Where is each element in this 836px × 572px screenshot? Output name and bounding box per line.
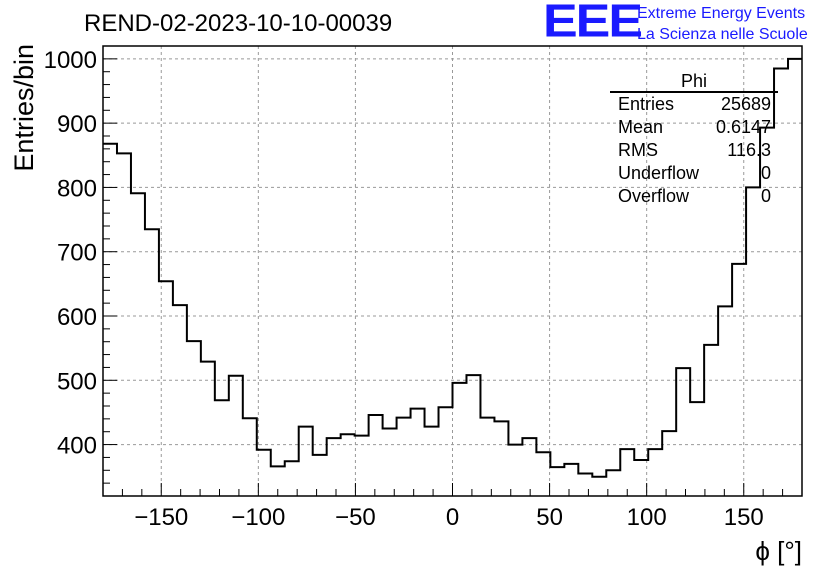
y-tick-label: 400 — [57, 433, 97, 460]
x-tick-label: 150 — [724, 504, 764, 531]
y-tick-label: 800 — [57, 175, 97, 202]
x-tick-label: 50 — [536, 504, 563, 531]
x-tick-label: −100 — [231, 504, 285, 531]
stats-value: 25689 — [720, 94, 771, 114]
y-tick-label: 700 — [57, 240, 97, 267]
stats-value: 0.6147 — [715, 117, 771, 137]
eee-logo-caption: Extreme Energy Events La Scienza nelle S… — [637, 3, 808, 45]
stats-value: 0 — [760, 163, 771, 183]
x-tick-label: −150 — [134, 504, 188, 531]
x-tick-label: 0 — [446, 504, 459, 531]
x-axis-label: ϕ [°] — [755, 536, 802, 566]
x-tick-label: 100 — [627, 504, 667, 531]
eee-logo: EEE — [543, 0, 643, 48]
stats-value: 116.3 — [727, 140, 771, 160]
stats-row-entries: Entries 25689 — [610, 93, 778, 116]
y-tick-label: 1000 — [44, 47, 97, 74]
x-tick-label: −50 — [335, 504, 376, 531]
logo-line-1: Extreme Energy Events — [637, 5, 806, 22]
stats-label: Mean — [618, 117, 664, 137]
stats-label: Entries — [618, 94, 675, 114]
stats-row-overflow: Overflow 0 — [610, 185, 778, 208]
stats-row-rms: RMS 116.3 — [610, 139, 778, 162]
stats-box: Phi Entries 25689 Mean 0.6147 RMS 116.3 … — [610, 72, 778, 208]
y-axis-label: Entries/bin — [9, 44, 39, 172]
stats-row-mean: Mean 0.6147 — [610, 116, 778, 139]
stats-label: Underflow — [618, 163, 700, 183]
y-tick-label: 500 — [57, 368, 97, 395]
logo-line-2: La Scienza nelle Scuole — [637, 26, 808, 43]
stats-row-underflow: Underflow 0 — [610, 162, 778, 185]
stats-box-title: Phi — [610, 72, 778, 93]
histogram-series — [103, 57, 802, 478]
histogram-title: REND-02-2023-10-10-00039 — [84, 10, 393, 37]
stats-value: 0 — [760, 186, 771, 206]
stats-label: Overflow — [618, 186, 690, 206]
y-tick-label: 900 — [57, 111, 97, 138]
stats-label: RMS — [618, 140, 658, 160]
y-tick-label: 600 — [57, 304, 97, 331]
